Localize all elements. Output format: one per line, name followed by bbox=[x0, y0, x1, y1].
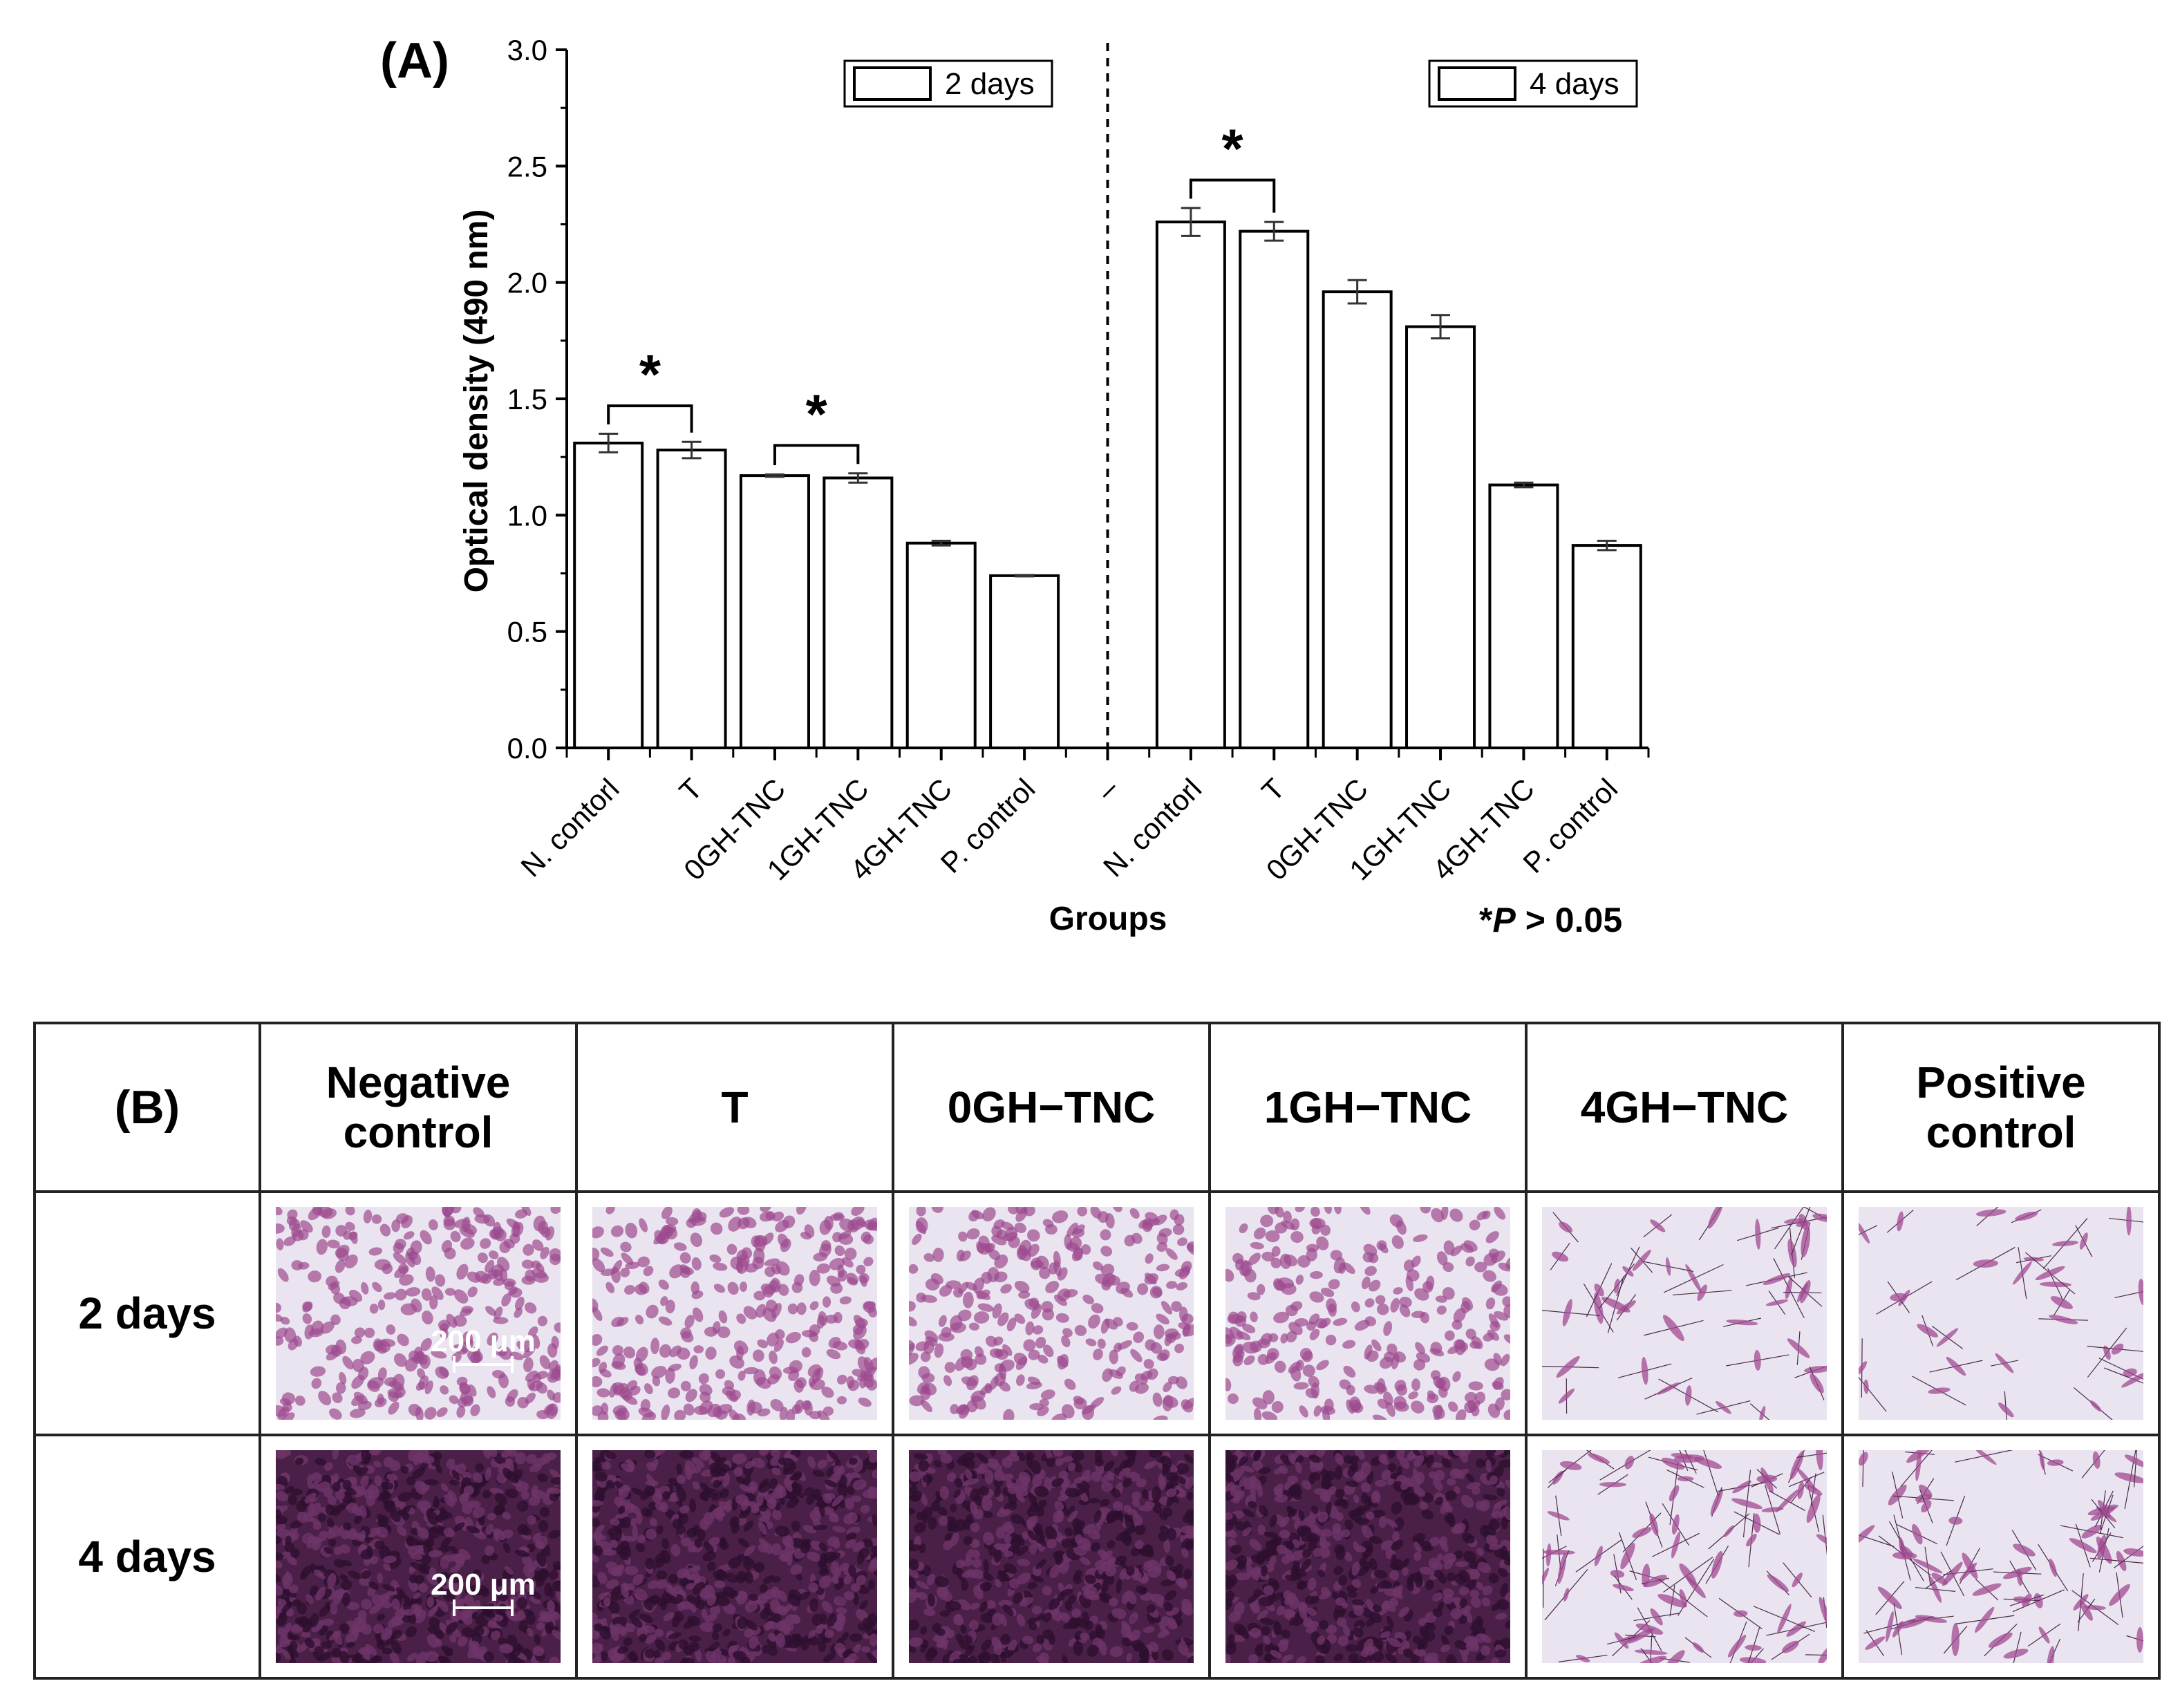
column-header: Positive control bbox=[1841, 1022, 2161, 1193]
bar bbox=[739, 474, 810, 749]
bar bbox=[656, 449, 727, 749]
y-tick-label: 2.5 bbox=[507, 150, 547, 182]
p-note-p: P bbox=[1492, 901, 1516, 939]
column-header: Negative control bbox=[259, 1022, 578, 1193]
significance-star: * bbox=[639, 344, 661, 405]
micrograph-image bbox=[909, 1207, 1194, 1420]
micrograph-cell: 200 μm bbox=[259, 1190, 578, 1436]
micrograph-cell: 200 μm bbox=[259, 1434, 578, 1680]
legend-label: 4 days bbox=[1530, 67, 1619, 101]
micrograph-image bbox=[1542, 1207, 1827, 1420]
micrograph-cell bbox=[1525, 1434, 1844, 1680]
p-note-rest: > 0.05 bbox=[1516, 901, 1622, 939]
x-tick-label: N. contorl bbox=[514, 772, 625, 883]
row-header: 2 days bbox=[33, 1190, 261, 1436]
p-value-note: *P > 0.05 bbox=[1479, 901, 1622, 939]
micrograph-image bbox=[1859, 1207, 2143, 1420]
micrograph-table: (B) Negative control T 0GH−TNC 1GH−TNC 4… bbox=[33, 1022, 2161, 1680]
micrograph-image bbox=[592, 1450, 877, 1663]
y-axis-label: Optical density (490 nm) bbox=[458, 209, 495, 593]
bar bbox=[1155, 220, 1226, 749]
bar bbox=[1405, 325, 1476, 749]
micrograph-cell bbox=[575, 1190, 894, 1436]
bar bbox=[1571, 544, 1642, 749]
scale-bar-label: 200 μm bbox=[431, 1568, 536, 1602]
micrograph-image bbox=[1225, 1207, 1510, 1420]
significance-bracket bbox=[607, 404, 693, 433]
y-tick-label: 0.0 bbox=[507, 732, 547, 764]
legend-entry: 4 days bbox=[1428, 59, 1638, 108]
bar bbox=[1239, 229, 1310, 750]
scale-bar-label: 200 μm bbox=[431, 1324, 536, 1358]
x-tick-label: T bbox=[1255, 772, 1290, 807]
micrograph-cell bbox=[1841, 1434, 2161, 1680]
significance-star: * bbox=[1222, 118, 1244, 180]
bar bbox=[989, 574, 1060, 749]
micrograph-image bbox=[1542, 1450, 1827, 1663]
column-header: 0GH−TNC bbox=[892, 1022, 1211, 1193]
bar-chart: (A) 0.00.51.01.52.02.53.0N. contorl T0GH-… bbox=[380, 33, 1650, 939]
chart-bars bbox=[573, 207, 1642, 750]
bar bbox=[1322, 290, 1393, 749]
scale-bar: 200 μm bbox=[407, 1568, 559, 1616]
y-tick-label: 1.0 bbox=[507, 499, 547, 532]
micrograph-cell bbox=[1525, 1190, 1844, 1436]
micrograph-cell bbox=[1208, 1190, 1528, 1436]
y-tick-label: 2.0 bbox=[507, 267, 547, 299]
row-header: 4 days bbox=[33, 1434, 261, 1680]
column-header: T bbox=[575, 1022, 894, 1193]
significance-star: * bbox=[806, 383, 828, 444]
micrograph-image bbox=[1859, 1450, 2143, 1663]
table-row: 2 days 200 μm bbox=[33, 1190, 2161, 1436]
column-header: 1GH−TNC bbox=[1208, 1022, 1528, 1193]
bar bbox=[573, 441, 644, 749]
micrograph-image bbox=[909, 1450, 1194, 1663]
panel-a-label: (A) bbox=[380, 33, 449, 88]
micrograph-cell bbox=[1841, 1190, 2161, 1436]
table-row: 4 days 200 μm bbox=[33, 1434, 2161, 1680]
scale-bar: 200 μm bbox=[407, 1324, 559, 1373]
micrograph-image bbox=[1225, 1450, 1510, 1663]
p-note-star: * bbox=[1479, 901, 1493, 939]
x-tick-label: – bbox=[1090, 772, 1125, 807]
significance-bracket bbox=[1189, 178, 1276, 213]
significance-bracket bbox=[773, 444, 860, 465]
legend-swatch bbox=[853, 66, 932, 101]
micrograph-cell bbox=[892, 1434, 1211, 1680]
bar bbox=[823, 476, 894, 749]
x-tick-label: T bbox=[673, 772, 708, 807]
legend-label: 2 days bbox=[945, 67, 1035, 101]
micrograph-cell bbox=[892, 1190, 1211, 1436]
micrograph-image bbox=[592, 1207, 877, 1420]
micrograph-cell bbox=[575, 1434, 894, 1680]
panel-b-label: (B) bbox=[33, 1022, 261, 1193]
chart-legend: 2 days 4 days bbox=[843, 59, 1638, 108]
y-tick-label: 0.5 bbox=[507, 616, 547, 648]
x-axis-label: Groups bbox=[1049, 901, 1167, 937]
y-tick-label: 3.0 bbox=[507, 34, 547, 66]
column-header: 4GH−TNC bbox=[1525, 1022, 1844, 1193]
legend-entry: 2 days bbox=[843, 59, 1053, 108]
table-header-row: (B) Negative control T 0GH−TNC 1GH−TNC 4… bbox=[33, 1022, 2161, 1193]
y-tick-label: 1.5 bbox=[507, 383, 547, 415]
bar bbox=[905, 541, 977, 749]
legend-swatch bbox=[1438, 66, 1516, 101]
micrograph-image: 200 μm bbox=[276, 1207, 561, 1420]
chart-annotations: * * * bbox=[607, 118, 1276, 465]
bar bbox=[1488, 483, 1559, 749]
micrograph-cell bbox=[1208, 1434, 1528, 1680]
micrograph-image: 200 μm bbox=[276, 1450, 561, 1663]
